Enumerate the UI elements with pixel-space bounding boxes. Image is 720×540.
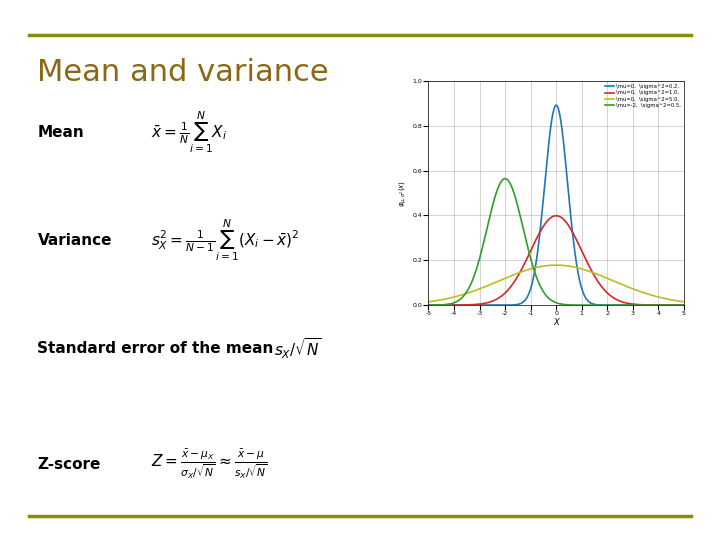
- \mu=0,  \sigma^2=1.0,: [450, 302, 459, 308]
- \mu=-2,  \sigma^2=0.5,: [424, 302, 433, 308]
- \mu=0,  \sigma^2=5.0,: [424, 299, 433, 305]
- \mu=0,  \sigma^2=0.2,: [600, 302, 608, 308]
- \mu=0,  \sigma^2=1.0,: [629, 301, 637, 307]
- \mu=0,  \sigma^2=5.0,: [680, 299, 688, 305]
- \mu=0,  \sigma^2=5.0,: [450, 294, 459, 300]
- \mu=0,  \sigma^2=1.0,: [600, 287, 608, 293]
- \mu=0,  \sigma^2=0.2,: [552, 102, 560, 109]
- \mu=0,  \sigma^2=0.2,: [424, 302, 433, 308]
- Legend: \mu=0,  \sigma^2=0.2,, \mu=0,  \sigma^2=1.0,, \mu=0,  \sigma^2=5.0,, \mu=-2,  \s: \mu=0, \sigma^2=0.2,, \mu=0, \sigma^2=1.…: [603, 82, 683, 110]
- \mu=0,  \sigma^2=0.2,: [528, 281, 536, 288]
- \mu=-2,  \sigma^2=0.5,: [680, 302, 688, 308]
- Text: Mean: Mean: [37, 125, 84, 140]
- Text: $s_X/\sqrt{N}$: $s_X/\sqrt{N}$: [274, 336, 321, 361]
- Line: \mu=-2,  \sigma^2=0.5,: \mu=-2, \sigma^2=0.5,: [428, 179, 684, 305]
- Text: $\bar{x} = \frac{1}{N} \sum_{i=1}^{N} X_i$: $\bar{x} = \frac{1}{N} \sum_{i=1}^{N} X_…: [151, 110, 228, 155]
- X-axis label: X: X: [554, 318, 559, 327]
- Line: \mu=0,  \sigma^2=1.0,: \mu=0, \sigma^2=1.0,: [428, 215, 684, 305]
- Y-axis label: $\varphi_{\mu,\sigma^2}(x)$: $\varphi_{\mu,\sigma^2}(x)$: [398, 179, 410, 207]
- \mu=0,  \sigma^2=0.2,: [624, 302, 632, 308]
- \mu=-2,  \sigma^2=0.5,: [629, 302, 637, 308]
- \mu=0,  \sigma^2=0.2,: [450, 302, 459, 308]
- Text: $s_X^2 = \frac{1}{N-1} \sum_{i=1}^{N} (X_i - \bar{x})^2$: $s_X^2 = \frac{1}{N-1} \sum_{i=1}^{N} (X…: [151, 218, 300, 263]
- \mu=0,  \sigma^2=5.0,: [552, 262, 560, 268]
- Text: Variance: Variance: [37, 233, 112, 248]
- Text: Standard error of the mean: Standard error of the mean: [37, 341, 274, 356]
- Line: \mu=0,  \sigma^2=5.0,: \mu=0, \sigma^2=5.0,: [428, 265, 684, 302]
- \mu=-2,  \sigma^2=0.5,: [528, 260, 536, 267]
- \mu=0,  \sigma^2=1.0,: [424, 302, 433, 308]
- \mu=0,  \sigma^2=0.2,: [680, 302, 688, 308]
- \mu=0,  \sigma^2=5.0,: [600, 274, 608, 280]
- \mu=0,  \sigma^2=0.2,: [536, 219, 545, 226]
- Text: Z-score: Z-score: [37, 457, 101, 472]
- \mu=0,  \sigma^2=0.2,: [629, 302, 637, 308]
- \mu=-2,  \sigma^2=0.5,: [501, 176, 510, 182]
- \mu=0,  \sigma^2=1.0,: [536, 227, 545, 233]
- Text: Mean and variance: Mean and variance: [37, 58, 329, 87]
- \mu=0,  \sigma^2=1.0,: [624, 300, 632, 307]
- \mu=0,  \sigma^2=1.0,: [680, 302, 688, 308]
- Text: $Z = \frac{\bar{x} - \mu_X}{\sigma_X/\sqrt{N}} \approx \frac{\bar{x} - \mu}{s_X/: $Z = \frac{\bar{x} - \mu_X}{\sigma_X/\sq…: [151, 448, 268, 481]
- \mu=-2,  \sigma^2=0.5,: [537, 285, 546, 291]
- \mu=-2,  \sigma^2=0.5,: [624, 302, 632, 308]
- \mu=0,  \sigma^2=1.0,: [528, 245, 536, 252]
- \mu=0,  \sigma^2=1.0,: [552, 212, 560, 219]
- \mu=0,  \sigma^2=5.0,: [528, 265, 536, 272]
- \mu=-2,  \sigma^2=0.5,: [450, 299, 459, 306]
- \mu=0,  \sigma^2=5.0,: [624, 284, 632, 290]
- \mu=0,  \sigma^2=5.0,: [629, 286, 637, 292]
- \mu=-2,  \sigma^2=0.5,: [600, 302, 608, 308]
- \mu=0,  \sigma^2=5.0,: [536, 264, 545, 270]
- Line: \mu=0,  \sigma^2=0.2,: \mu=0, \sigma^2=0.2,: [428, 105, 684, 305]
